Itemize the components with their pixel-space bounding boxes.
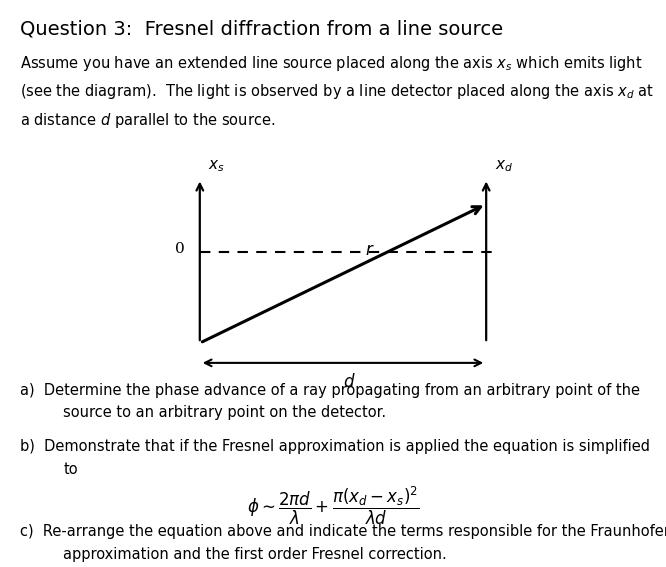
- Text: $x_s$: $x_s$: [208, 158, 225, 174]
- Text: (see the diagram).  The light is observed by a line detector placed along the ax: (see the diagram). The light is observed…: [20, 82, 654, 101]
- Text: 0: 0: [175, 243, 185, 256]
- Text: $\phi \sim \dfrac{2\pi d}{\lambda} + \dfrac{\pi(x_d - x_s)^2}{\lambda d}$: $\phi \sim \dfrac{2\pi d}{\lambda} + \df…: [246, 485, 420, 527]
- Text: a distance $d$ parallel to the source.: a distance $d$ parallel to the source.: [20, 111, 275, 130]
- Text: approximation and the first order Fresnel correction.: approximation and the first order Fresne…: [63, 547, 447, 562]
- Text: Question 3:  Fresnel diffraction from a line source: Question 3: Fresnel diffraction from a l…: [20, 20, 503, 39]
- Text: a)  Determine the phase advance of a ray propagating from an arbitrary point of : a) Determine the phase advance of a ray …: [20, 383, 640, 397]
- Text: Assume you have an extended line source placed along the axis $x_s$ which emits : Assume you have an extended line source …: [20, 54, 643, 73]
- Text: c)  Re-arrange the equation above and indicate the terms responsible for the Fra: c) Re-arrange the equation above and ind…: [20, 524, 666, 539]
- Text: $r$: $r$: [365, 243, 374, 260]
- Text: b)  Demonstrate that if the Fresnel approximation is applied the equation is sim: b) Demonstrate that if the Fresnel appro…: [20, 439, 650, 454]
- Text: to: to: [63, 462, 78, 477]
- Text: source to an arbitrary point on the detector.: source to an arbitrary point on the dete…: [63, 405, 386, 420]
- Text: $x_d$: $x_d$: [495, 158, 513, 174]
- Text: $d$: $d$: [344, 373, 356, 391]
